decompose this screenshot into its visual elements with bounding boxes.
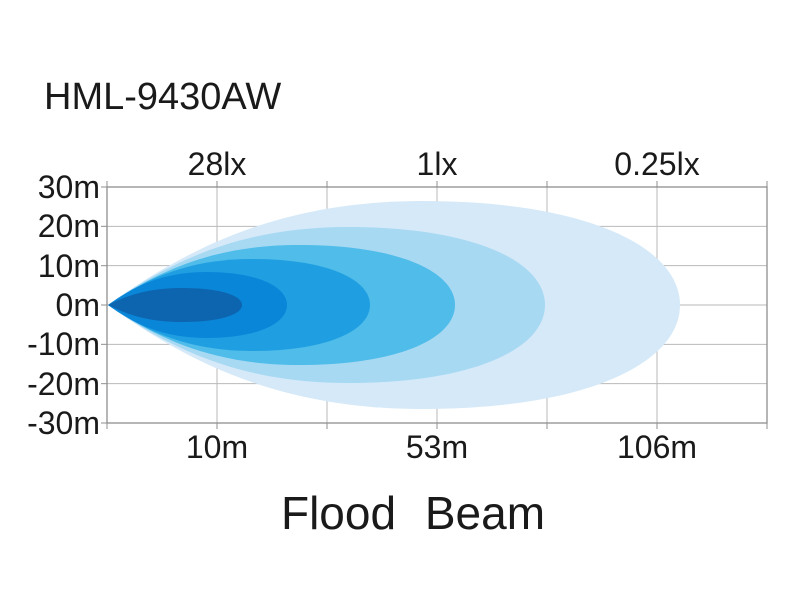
lux-label-1lx: 1lx — [416, 146, 458, 182]
beam-lobe-contour-28lx-core — [108, 288, 242, 322]
y-tick-0m: 0m — [55, 287, 100, 323]
y-tick-30m: 30m — [37, 169, 100, 205]
y-tick-minus20m: -20m — [27, 366, 100, 402]
plot-border — [106, 186, 768, 424]
y-tick-10m: 10m — [37, 248, 100, 284]
y-tick-minus30m: -30m — [27, 405, 100, 441]
distance-label-53m: 53m — [405, 429, 469, 465]
distance-label-106m: 106m — [616, 429, 698, 465]
y-tick-minus10m: -10m — [27, 326, 100, 362]
lux-label-025lx: 0.25lx — [614, 146, 700, 182]
distance-label-10m: 10m — [185, 429, 249, 465]
lux-label-28lx: 28lx — [187, 146, 247, 182]
model-title: HML-9430AW — [44, 76, 282, 118]
y-tick-20m: 20m — [37, 208, 100, 244]
beam-type-caption: Flood Beam — [280, 487, 546, 539]
